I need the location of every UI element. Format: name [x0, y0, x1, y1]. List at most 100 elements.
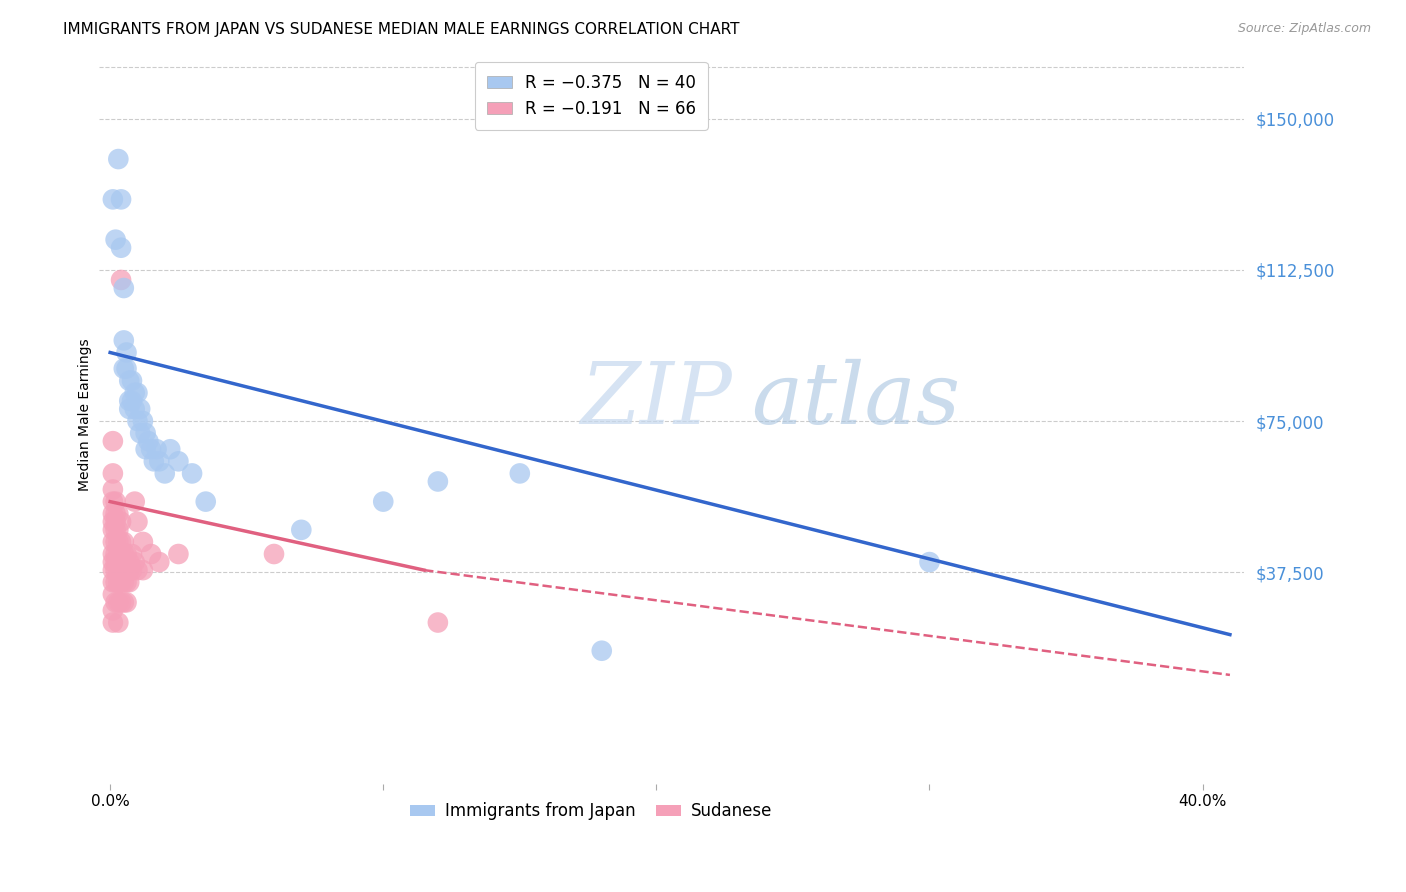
Point: [148, 555, 170, 569]
Point: [112, 535, 135, 549]
Point: [591, 644, 613, 658]
Point: [104, 563, 127, 577]
Point: [104, 595, 127, 609]
Point: [263, 547, 285, 561]
Point: [112, 281, 135, 295]
Point: [181, 467, 204, 481]
Point: [104, 535, 127, 549]
Point: [101, 615, 124, 630]
Point: [101, 535, 124, 549]
Point: [115, 575, 138, 590]
Point: [110, 547, 132, 561]
Point: [101, 193, 124, 207]
Point: [110, 241, 132, 255]
Point: [101, 515, 124, 529]
Point: [104, 555, 127, 569]
Point: [118, 555, 141, 569]
Point: [112, 563, 135, 577]
Point: [124, 494, 146, 508]
Point: [115, 595, 138, 609]
Point: [104, 575, 127, 590]
Point: [101, 434, 124, 449]
Point: [110, 273, 132, 287]
Point: [110, 575, 132, 590]
Point: [101, 575, 124, 590]
Point: [118, 393, 141, 408]
Point: [112, 595, 135, 609]
Point: [101, 547, 124, 561]
Point: [145, 442, 167, 457]
Point: [104, 233, 127, 247]
Point: [129, 401, 152, 416]
Point: [107, 615, 129, 630]
Point: [104, 515, 127, 529]
Point: [110, 515, 132, 529]
Point: [107, 563, 129, 577]
Point: [127, 385, 149, 400]
Point: [101, 603, 124, 617]
Point: [127, 563, 149, 577]
Point: [107, 523, 129, 537]
Point: [426, 615, 449, 630]
Point: [148, 454, 170, 468]
Point: [107, 547, 129, 561]
Point: [121, 563, 143, 577]
Text: atlas: atlas: [751, 359, 960, 442]
Point: [159, 442, 181, 457]
Point: [167, 454, 190, 468]
Point: [104, 547, 127, 561]
Point: [107, 595, 129, 609]
Y-axis label: Median Male Earnings: Median Male Earnings: [79, 339, 93, 491]
Point: [101, 523, 124, 537]
Point: [132, 414, 155, 428]
Point: [127, 515, 149, 529]
Point: [112, 334, 135, 348]
Point: [138, 434, 160, 449]
Point: [118, 575, 141, 590]
Point: [110, 535, 132, 549]
Point: [101, 555, 124, 569]
Point: [110, 563, 132, 577]
Point: [135, 426, 157, 441]
Point: [112, 361, 135, 376]
Point: [107, 152, 129, 166]
Point: [115, 345, 138, 359]
Point: [110, 193, 132, 207]
Text: IMMIGRANTS FROM JAPAN VS SUDANESE MEDIAN MALE EARNINGS CORRELATION CHART: IMMIGRANTS FROM JAPAN VS SUDANESE MEDIAN…: [63, 22, 740, 37]
Point: [139, 547, 162, 561]
Point: [107, 507, 129, 521]
Point: [104, 523, 127, 537]
Point: [115, 361, 138, 376]
Point: [118, 401, 141, 416]
Point: [107, 575, 129, 590]
Point: [101, 563, 124, 577]
Point: [112, 575, 135, 590]
Point: [112, 547, 135, 561]
Point: [101, 483, 124, 497]
Point: [132, 535, 155, 549]
Point: [918, 555, 941, 569]
Point: [101, 494, 124, 508]
Text: ZIP: ZIP: [579, 359, 731, 442]
Point: [110, 555, 132, 569]
Point: [135, 442, 157, 457]
Point: [194, 494, 217, 508]
Point: [118, 374, 141, 388]
Point: [124, 555, 146, 569]
Point: [101, 507, 124, 521]
Point: [124, 385, 146, 400]
Point: [121, 547, 143, 561]
Point: [132, 563, 155, 577]
Point: [121, 393, 143, 408]
Point: [290, 523, 312, 537]
Point: [104, 507, 127, 521]
Point: [139, 442, 162, 457]
Legend: Immigrants from Japan, Sudanese: Immigrants from Japan, Sudanese: [404, 796, 779, 827]
Point: [115, 563, 138, 577]
Point: [115, 547, 138, 561]
Point: [101, 587, 124, 601]
Point: [127, 414, 149, 428]
Point: [118, 563, 141, 577]
Point: [107, 535, 129, 549]
Point: [426, 475, 449, 489]
